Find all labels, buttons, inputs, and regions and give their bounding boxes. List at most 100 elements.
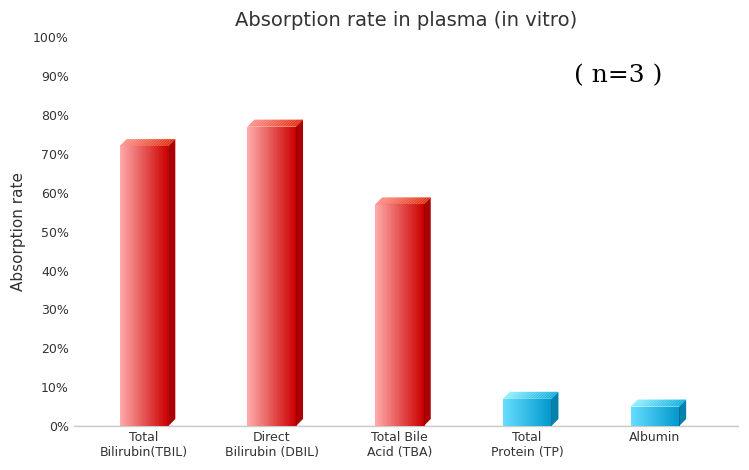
Polygon shape (401, 197, 410, 204)
Polygon shape (671, 407, 672, 426)
Polygon shape (293, 126, 294, 426)
Polygon shape (130, 146, 131, 426)
Polygon shape (663, 400, 672, 407)
Polygon shape (668, 400, 676, 407)
Polygon shape (550, 399, 551, 426)
Polygon shape (643, 407, 644, 426)
Polygon shape (152, 139, 161, 146)
Polygon shape (529, 399, 530, 426)
Polygon shape (535, 399, 536, 426)
Polygon shape (158, 146, 159, 426)
Polygon shape (274, 126, 275, 426)
Polygon shape (401, 204, 402, 426)
Polygon shape (257, 120, 266, 126)
Polygon shape (421, 204, 422, 426)
Polygon shape (380, 197, 389, 204)
Polygon shape (674, 407, 675, 426)
Polygon shape (638, 407, 639, 426)
Polygon shape (159, 139, 167, 146)
Polygon shape (133, 139, 142, 146)
Polygon shape (127, 146, 128, 426)
Polygon shape (413, 204, 414, 426)
Polygon shape (658, 407, 659, 426)
Polygon shape (634, 400, 643, 407)
Polygon shape (407, 204, 408, 426)
Polygon shape (284, 126, 285, 426)
Polygon shape (655, 400, 664, 407)
Polygon shape (121, 139, 130, 146)
Polygon shape (291, 120, 300, 126)
Polygon shape (536, 392, 544, 399)
Polygon shape (248, 126, 249, 426)
Polygon shape (251, 120, 259, 126)
Polygon shape (155, 139, 164, 146)
Polygon shape (639, 400, 647, 407)
Polygon shape (278, 120, 287, 126)
Polygon shape (416, 197, 424, 204)
Polygon shape (285, 126, 286, 426)
Polygon shape (524, 399, 525, 426)
Polygon shape (377, 204, 378, 426)
Polygon shape (649, 400, 657, 407)
Polygon shape (632, 400, 641, 407)
Polygon shape (424, 197, 431, 426)
Polygon shape (668, 407, 669, 426)
Polygon shape (136, 139, 145, 146)
Polygon shape (396, 204, 397, 426)
Polygon shape (646, 407, 647, 426)
Polygon shape (664, 400, 673, 407)
Polygon shape (509, 399, 510, 426)
Polygon shape (519, 392, 528, 399)
Polygon shape (667, 407, 668, 426)
Polygon shape (386, 197, 395, 204)
Polygon shape (131, 146, 132, 426)
Polygon shape (540, 392, 549, 399)
Polygon shape (651, 407, 652, 426)
Polygon shape (398, 204, 399, 426)
Polygon shape (543, 399, 545, 426)
Polygon shape (139, 146, 140, 426)
Polygon shape (376, 204, 377, 426)
Polygon shape (260, 126, 261, 426)
Polygon shape (136, 146, 137, 426)
Polygon shape (506, 392, 515, 399)
Polygon shape (661, 400, 670, 407)
Polygon shape (508, 399, 509, 426)
Polygon shape (665, 407, 666, 426)
Polygon shape (645, 400, 654, 407)
Polygon shape (505, 392, 513, 399)
Polygon shape (635, 407, 636, 426)
Polygon shape (383, 204, 384, 426)
Polygon shape (543, 392, 552, 399)
Polygon shape (165, 139, 174, 146)
Polygon shape (375, 204, 376, 426)
Polygon shape (255, 126, 256, 426)
Polygon shape (652, 407, 653, 426)
Polygon shape (276, 120, 285, 126)
Polygon shape (259, 126, 260, 426)
Polygon shape (393, 197, 401, 204)
Polygon shape (167, 146, 168, 426)
Polygon shape (397, 204, 398, 426)
Polygon shape (525, 399, 526, 426)
Polygon shape (632, 407, 633, 426)
Polygon shape (283, 126, 284, 426)
Polygon shape (409, 204, 410, 426)
Polygon shape (511, 399, 512, 426)
Polygon shape (121, 146, 122, 426)
Polygon shape (129, 146, 130, 426)
Polygon shape (548, 392, 557, 399)
Polygon shape (138, 139, 146, 146)
Polygon shape (263, 126, 264, 426)
Polygon shape (415, 204, 416, 426)
Polygon shape (140, 146, 141, 426)
Polygon shape (385, 197, 393, 204)
Polygon shape (631, 407, 632, 426)
Polygon shape (292, 126, 293, 426)
Polygon shape (160, 139, 169, 146)
Polygon shape (542, 392, 551, 399)
Polygon shape (137, 146, 138, 426)
Polygon shape (272, 120, 280, 126)
Polygon shape (123, 146, 124, 426)
Polygon shape (290, 120, 298, 126)
